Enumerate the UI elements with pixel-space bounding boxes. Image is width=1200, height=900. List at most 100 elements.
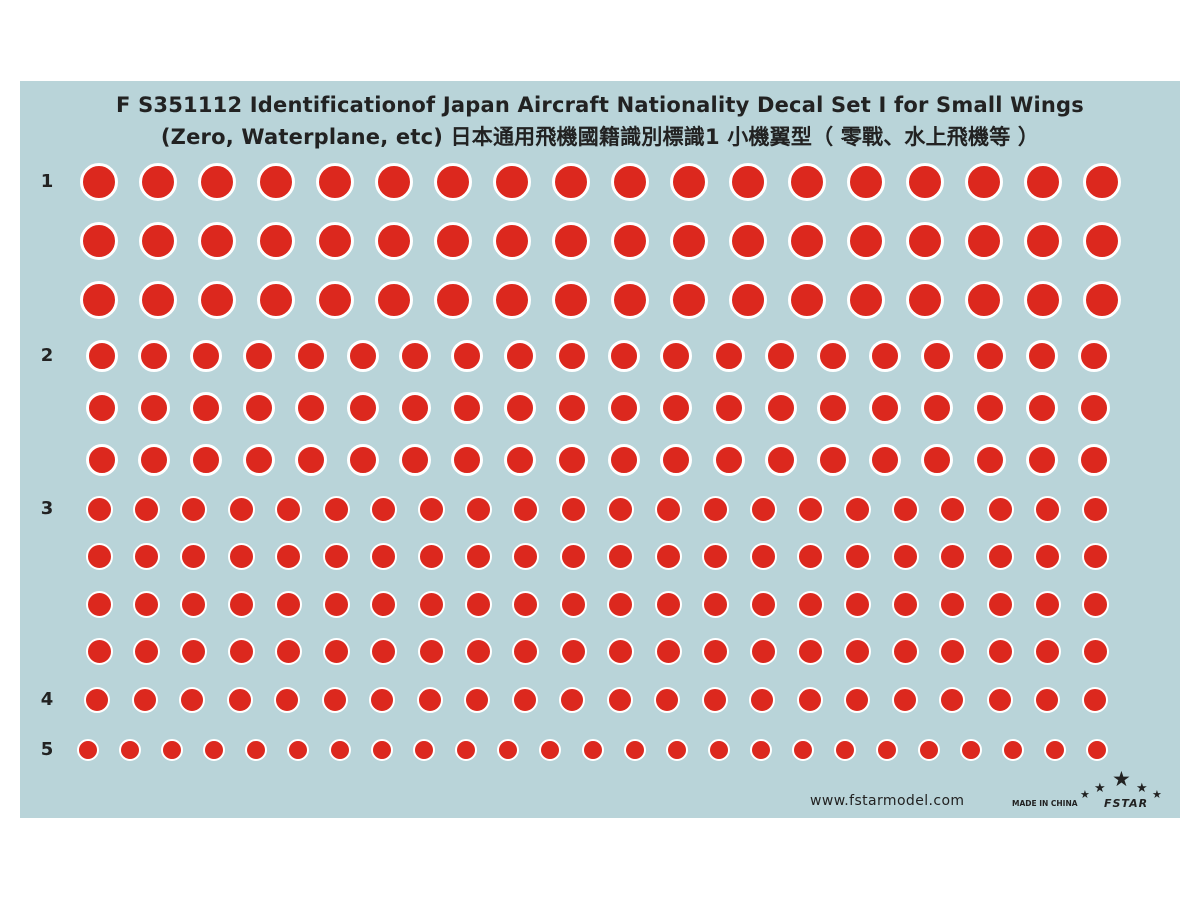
hinomaru-decal [375, 163, 413, 201]
hinomaru-decal [455, 739, 478, 761]
hinomaru-decal [847, 281, 885, 319]
brand-name: FSTAR [1104, 797, 1149, 810]
hinomaru-decal [1082, 687, 1108, 713]
hinomaru-decal [375, 281, 413, 319]
hinomaru-decal [1086, 739, 1108, 761]
hinomaru-decal [287, 739, 310, 761]
hinomaru-decal [611, 163, 649, 201]
hinomaru-decal [607, 590, 635, 618]
hinomaru-decal [702, 495, 730, 523]
hinomaru-decal [370, 637, 398, 665]
hinomaru-decal [1081, 495, 1109, 523]
hinomaru-decal [552, 222, 590, 260]
decal-sheet: F S351112 Identificationof Japan Aircraf… [20, 81, 1180, 818]
hinomaru-decal [559, 542, 587, 570]
hinomaru-decal [749, 495, 777, 523]
hinomaru-decal [712, 392, 745, 424]
hinomaru-decal [986, 687, 1013, 713]
hinomaru-decal [816, 392, 849, 424]
hinomaru-decal [986, 542, 1014, 570]
hinomaru-decal [245, 739, 268, 761]
decal-set-number-2: 2 [40, 345, 54, 366]
hinomaru-decal [179, 687, 206, 713]
hinomaru-decal [973, 392, 1006, 424]
hinomaru-decal [788, 281, 826, 319]
hinomaru-decal [764, 392, 797, 424]
hinomaru-decal [670, 281, 708, 319]
hinomaru-decal [131, 687, 158, 713]
hinomaru-decal [844, 542, 872, 570]
star-icon: ★ [1094, 781, 1106, 796]
hinomaru-decal [198, 222, 236, 260]
hinomaru-decal [464, 542, 492, 570]
hinomaru-decal [986, 495, 1014, 523]
hinomaru-decal [161, 739, 184, 761]
hinomaru-decal [119, 739, 142, 761]
hinomaru-decal [764, 444, 797, 476]
hinomaru-decal [921, 444, 954, 476]
hinomaru-decal [417, 637, 445, 665]
hinomaru-decal [399, 444, 432, 476]
hinomaru-decal [493, 222, 531, 260]
hinomaru-decal [973, 444, 1006, 476]
hinomaru-decal [1081, 590, 1109, 618]
hinomaru-decal [764, 340, 797, 372]
hinomaru-decal [539, 739, 562, 761]
star-icon: ★ [1112, 767, 1131, 791]
hinomaru-decal [512, 637, 540, 665]
hinomaru-decal [257, 222, 295, 260]
hinomaru-decal [665, 739, 688, 761]
sheet-title-line-1: F S351112 Identificationof Japan Aircraf… [116, 93, 1084, 117]
hinomaru-decal [844, 495, 872, 523]
hinomaru-decal [608, 392, 641, 424]
hinomaru-decal [85, 590, 113, 618]
decal-set-number-4: 4 [40, 689, 54, 710]
hinomaru-decal [623, 739, 646, 761]
hinomaru-decal [242, 444, 275, 476]
hinomaru-decal [139, 281, 177, 319]
hinomaru-decal [434, 163, 472, 201]
hinomaru-decal [906, 222, 944, 260]
hinomaru-decal [607, 495, 635, 523]
star-icon: ★ [1136, 781, 1148, 796]
hinomaru-decal [375, 222, 413, 260]
hinomaru-decal [417, 495, 445, 523]
hinomaru-decal [788, 222, 826, 260]
hinomaru-decal [227, 637, 255, 665]
hinomaru-decal [275, 495, 303, 523]
hinomaru-decal [138, 392, 171, 424]
hinomaru-decal [555, 392, 588, 424]
hinomaru-decal [607, 542, 635, 570]
hinomaru-decal [875, 739, 898, 761]
hinomaru-decal [712, 444, 745, 476]
hinomaru-decal [796, 542, 824, 570]
hinomaru-decal [555, 444, 588, 476]
sheet-title-line-2: (Zero, Waterplane, etc) 日本通用飛機國籍識別標識1 小機… [160, 125, 1040, 149]
hinomaru-decal [203, 739, 226, 761]
hinomaru-decal [370, 590, 398, 618]
hinomaru-decal [242, 340, 275, 372]
hinomaru-decal [227, 542, 255, 570]
hinomaru-decal [80, 222, 118, 260]
hinomaru-decal [729, 281, 767, 319]
hinomaru-decal [749, 590, 777, 618]
hinomaru-decal [322, 495, 350, 523]
hinomaru-decal [1034, 495, 1062, 523]
hinomaru-decal [80, 163, 118, 201]
hinomaru-decal [1034, 590, 1062, 618]
hinomaru-decal [1024, 281, 1062, 319]
hinomaru-decal [464, 637, 492, 665]
hinomaru-decal [1034, 637, 1062, 665]
hinomaru-decal [180, 495, 208, 523]
hinomaru-decal [434, 222, 472, 260]
hinomaru-decal [986, 637, 1014, 665]
hinomaru-decal [660, 444, 693, 476]
hinomaru-decal [869, 392, 902, 424]
hinomaru-decal [796, 590, 824, 618]
hinomaru-decal [1034, 687, 1061, 713]
hinomaru-decal [611, 281, 649, 319]
hinomaru-decal [77, 739, 99, 761]
hinomaru-decal [416, 687, 443, 713]
hinomaru-decal [503, 340, 536, 372]
hinomaru-decal [847, 222, 885, 260]
